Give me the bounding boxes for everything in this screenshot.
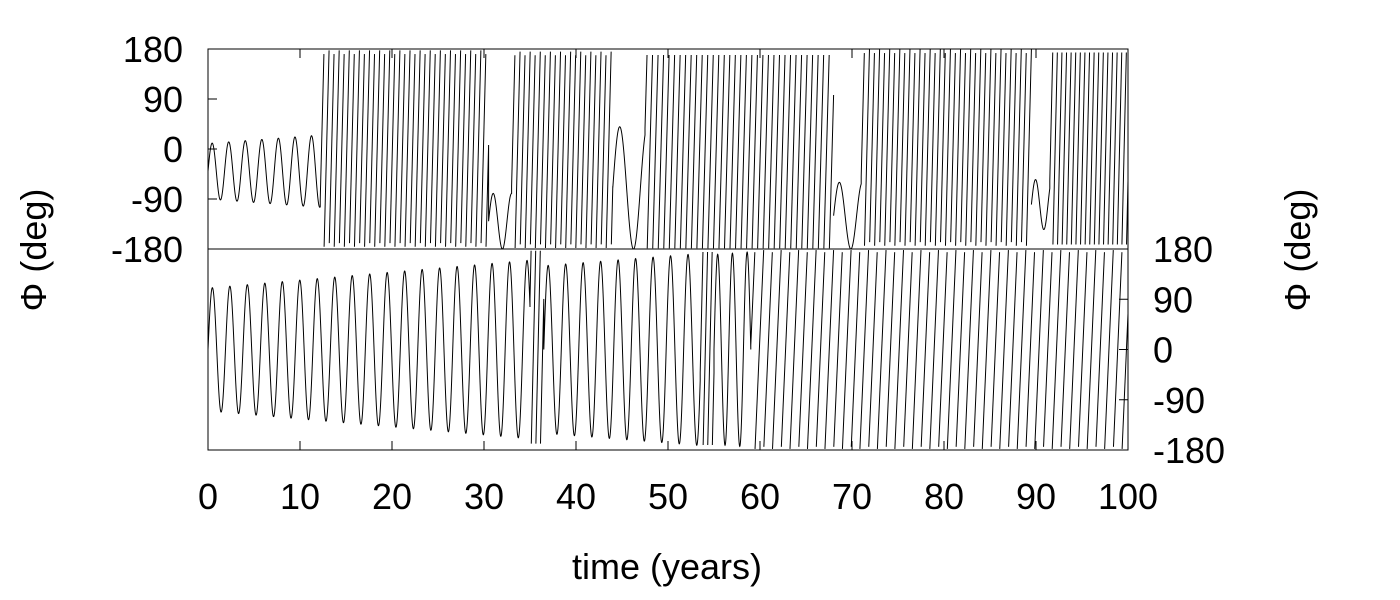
top-ytick-label: 90 <box>143 79 183 120</box>
top-y-axis-title: Φ (deg) <box>13 189 54 312</box>
x-tick-label: 80 <box>924 476 964 517</box>
x-axis-title: time (years) <box>572 546 762 587</box>
bottom-y-axis-title: Φ (deg) <box>1277 189 1318 312</box>
x-tick-label: 10 <box>280 476 320 517</box>
x-tick-label: 30 <box>464 476 504 517</box>
bottom-ytick-label: -180 <box>1153 430 1225 471</box>
bottom-series-line <box>207 250 1129 449</box>
x-tick-label: 60 <box>740 476 780 517</box>
top-series-line <box>207 49 1129 250</box>
x-tick-label: 100 <box>1098 476 1158 517</box>
x-tick-label: 40 <box>556 476 596 517</box>
bottom-ytick-label: -90 <box>1153 380 1205 421</box>
bottom-ytick-label: 90 <box>1153 279 1193 320</box>
top-ytick-label: 180 <box>123 29 183 70</box>
top-ytick-label: -90 <box>131 179 183 220</box>
x-tick-label: 90 <box>1016 476 1056 517</box>
x-tick-label: 70 <box>832 476 872 517</box>
bottom-ytick-label: 0 <box>1153 330 1173 371</box>
top-ytick-label: 0 <box>163 129 183 170</box>
x-tick-label: 50 <box>648 476 688 517</box>
x-tick-label: 0 <box>198 476 218 517</box>
bottom-ytick-label: 180 <box>1153 229 1213 270</box>
x-tick-label: 20 <box>372 476 412 517</box>
top-ytick-label: -180 <box>111 229 183 270</box>
